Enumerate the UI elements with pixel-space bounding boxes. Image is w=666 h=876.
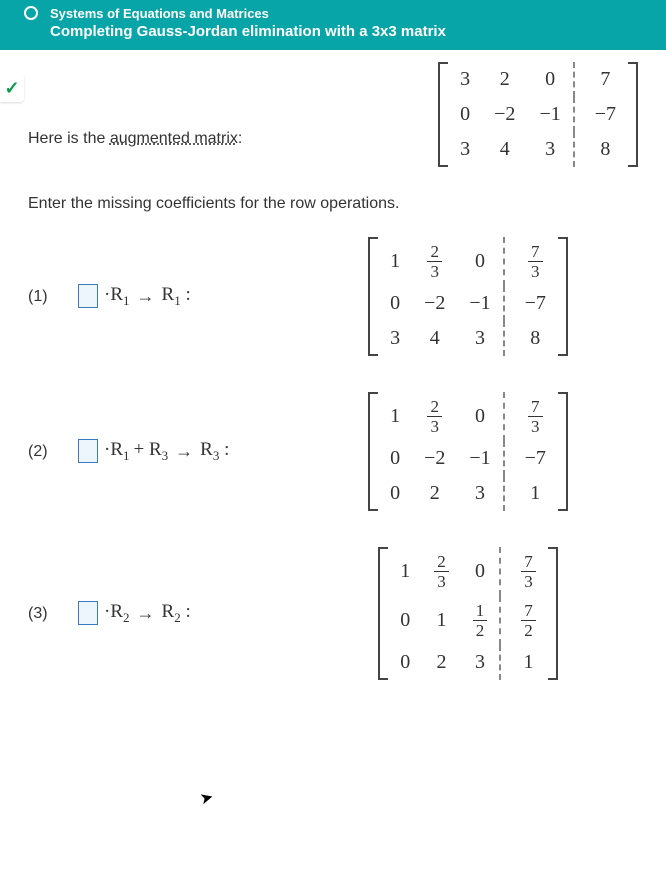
m0-cell: 3 — [448, 132, 482, 167]
matrix-cell: 73 — [509, 547, 548, 596]
row-operation: ·R2 → R2 : — [78, 601, 298, 626]
matrix-cell: 3 — [461, 645, 500, 680]
matrix-cell: 1 — [509, 645, 548, 680]
matrix-cell: 1 — [378, 392, 412, 441]
matrix-cell: 0 — [388, 596, 422, 645]
matrix-cell: 0 — [457, 392, 502, 441]
page-title: Completing Gauss-Jordan elimination with… — [50, 23, 654, 40]
matrix-cell: 72 — [509, 596, 548, 645]
intro-text: Here is the augmented matrix: — [28, 82, 242, 148]
m0-cell: 4 — [482, 132, 527, 167]
step-matrix: 1230730112720231 — [378, 547, 558, 680]
matrix-cell: 23 — [422, 547, 461, 596]
arrow-icon: → — [175, 441, 193, 462]
matrix-cell: 0 — [378, 476, 412, 511]
matrix-cell: 1 — [378, 237, 412, 286]
arrow-icon: → — [137, 603, 155, 624]
m0-cell: 8 — [583, 132, 628, 167]
op-text: ·R1 — [104, 284, 130, 309]
step-label: (2) — [28, 443, 78, 461]
matrix-cell: 3 — [378, 321, 412, 356]
check-icon: ✓ — [4, 78, 19, 99]
op-text: ·R1 — [104, 439, 130, 464]
matrix-cell: 3 — [457, 476, 502, 511]
m0-cell: 0 — [527, 62, 572, 97]
matrix-cell: 2 — [412, 476, 457, 511]
matrix-cell: 3 — [457, 321, 502, 356]
step-row: (1)·R1→R1 :1230730−2−1−73438 — [28, 237, 638, 356]
matrix-cell: 23 — [412, 392, 457, 441]
content-area: Here is the augmented matrix: 3 2 0 7 0 … — [0, 50, 666, 876]
matrix-cell: 1 — [513, 476, 558, 511]
coefficient-input[interactable] — [78, 284, 98, 308]
matrix-cell: 0 — [378, 286, 412, 321]
matrix-cell: 4 — [412, 321, 457, 356]
step-matrix: 1230730−2−1−73438 — [368, 237, 568, 356]
matrix-cell: 12 — [461, 596, 500, 645]
matrix-cell: 2 — [422, 645, 461, 680]
instruction-text: Enter the missing coefficients for the r… — [28, 195, 638, 213]
matrix-cell: 1 — [388, 547, 422, 596]
op-text: ·R2 — [104, 601, 130, 626]
m0-cell: −1 — [527, 97, 572, 132]
step-row: (3)·R2→R2 :1230730112720231 — [28, 547, 638, 680]
matrix-cell: −1 — [457, 286, 502, 321]
op-text: R2 : — [162, 601, 191, 626]
topic-label: Systems of Equations and Matrices — [50, 6, 654, 21]
matrix-cell: 8 — [513, 321, 558, 356]
matrix-cell: 23 — [412, 237, 457, 286]
row-operation: ·R1 + R3 → R3 : — [78, 439, 298, 464]
coefficient-input[interactable] — [78, 601, 98, 625]
m0-cell: −2 — [482, 97, 527, 132]
matrix-cell: −1 — [457, 441, 502, 476]
matrix-cell: 0 — [388, 645, 422, 680]
initial-matrix: 3 2 0 7 0 −2 −1 −7 3 4 3 — [438, 62, 638, 167]
m0-cell: 3 — [527, 132, 572, 167]
m0-cell: −7 — [583, 97, 628, 132]
step-row: (2)·R1 + R3→R3 :1230730−2−1−70231 — [28, 392, 638, 511]
row-operation: ·R1 → R1 : — [78, 284, 298, 309]
m0-cell: 3 — [448, 62, 482, 97]
matrix-cell: −7 — [513, 286, 558, 321]
matrix-cell: 0 — [378, 441, 412, 476]
op-text: R3 : — [200, 439, 229, 464]
matrix-cell: −2 — [412, 286, 457, 321]
m0-cell: 0 — [448, 97, 482, 132]
matrix-cell: 0 — [461, 547, 500, 596]
step-label: (1) — [28, 288, 78, 306]
matrix-cell: 1 — [422, 596, 461, 645]
status-circle-icon — [24, 6, 38, 20]
op-text: + R3 — [134, 439, 169, 464]
coefficient-input[interactable] — [78, 439, 98, 463]
step-matrix: 1230730−2−1−70231 — [368, 392, 568, 511]
m0-cell: 2 — [482, 62, 527, 97]
checkmark-tab[interactable]: ✓ — [0, 74, 24, 102]
matrix-cell: 73 — [513, 237, 558, 286]
m0-cell: 7 — [583, 62, 628, 97]
matrix-cell: 73 — [513, 392, 558, 441]
step-label: (3) — [28, 605, 78, 623]
arrow-icon: → — [137, 286, 155, 307]
matrix-cell: −2 — [412, 441, 457, 476]
augmented-matrix-link[interactable]: augmented matrix — [110, 130, 238, 147]
matrix-cell: −7 — [513, 441, 558, 476]
matrix-cell: 0 — [457, 237, 502, 286]
op-text: R1 : — [162, 284, 191, 309]
page-header: Systems of Equations and Matrices Comple… — [0, 0, 666, 50]
